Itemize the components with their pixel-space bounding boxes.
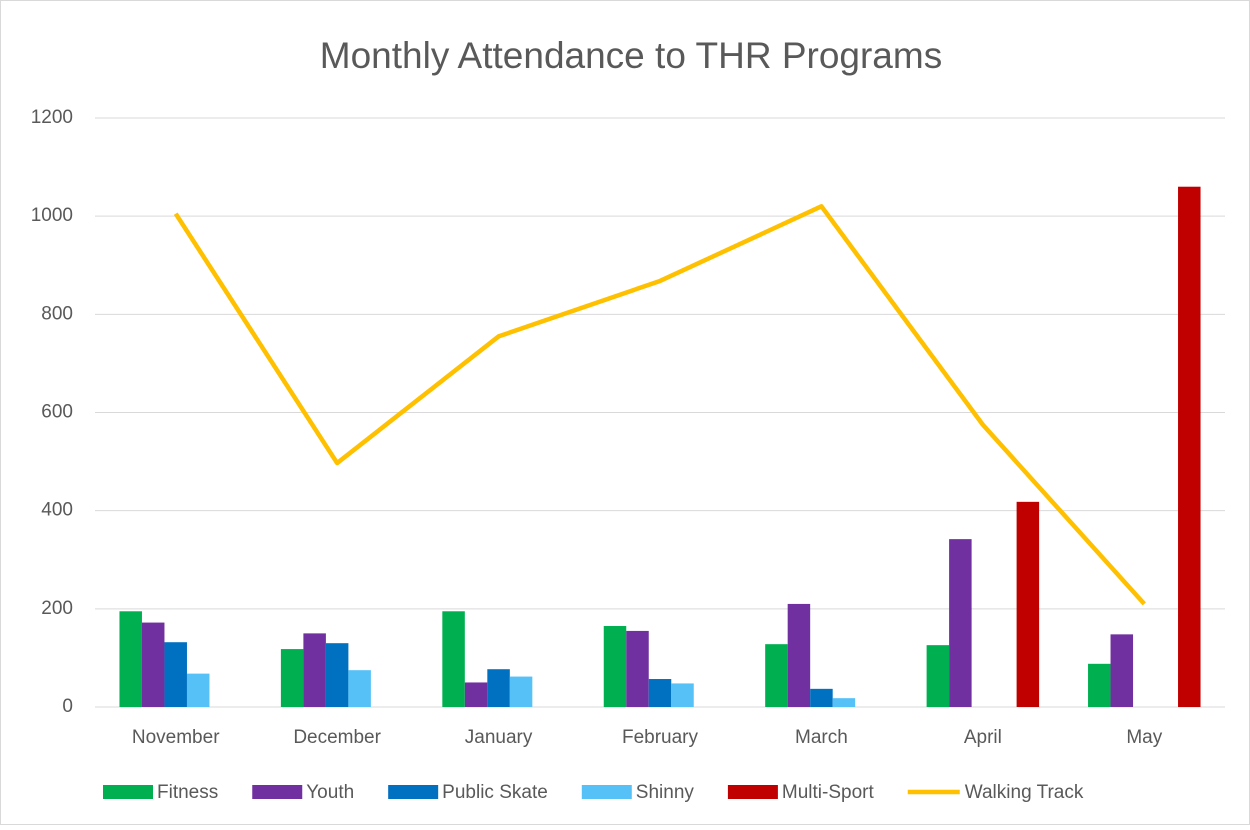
bar <box>1178 186 1201 707</box>
bar <box>186 673 210 707</box>
y-tick-label: 1200 <box>31 107 73 128</box>
legend-swatch <box>581 785 632 799</box>
bar <box>671 683 694 707</box>
bar <box>303 633 326 707</box>
y-tick-label: 0 <box>62 696 73 717</box>
bar <box>603 626 627 707</box>
legend-swatch <box>103 785 153 799</box>
bar <box>464 682 488 707</box>
bar <box>1088 663 1111 707</box>
bar <box>141 622 165 707</box>
y-tick-label: 400 <box>41 500 73 521</box>
legend-label: Public Skate <box>442 782 548 803</box>
x-tick-label: November <box>132 727 220 748</box>
bar <box>949 539 972 707</box>
bar <box>832 698 856 707</box>
y-tick-label: 200 <box>41 598 73 619</box>
bar <box>509 676 533 707</box>
x-tick-label: February <box>622 727 699 748</box>
x-tick-label: April <box>964 727 1002 748</box>
y-tick-label: 600 <box>41 402 73 423</box>
legend-label: Shinny <box>636 782 695 803</box>
bar <box>926 645 950 707</box>
legend-swatch <box>727 785 778 799</box>
bar <box>648 679 672 707</box>
bar <box>1110 634 1134 707</box>
legend-swatch <box>388 785 439 799</box>
y-tick-label: 800 <box>41 303 73 324</box>
x-tick-label: December <box>293 727 381 748</box>
chart-title: Monthly Attendance to THR Programs <box>320 35 942 76</box>
x-tick-label: March <box>795 727 848 748</box>
bar <box>1016 501 1040 707</box>
legend-label: Multi-Sport <box>782 782 875 803</box>
bar <box>280 649 304 707</box>
bar <box>765 644 788 707</box>
line <box>173 204 1146 606</box>
legend-label: Youth <box>306 782 354 803</box>
bar <box>164 642 187 707</box>
bar <box>325 643 349 707</box>
bar <box>119 611 142 707</box>
legend-label: Fitness <box>157 782 218 803</box>
x-tick-label: May <box>1126 727 1162 748</box>
bar <box>810 688 833 707</box>
bar <box>442 611 465 707</box>
bar <box>626 630 649 707</box>
legend-label: Walking Track <box>965 782 1084 803</box>
legend-swatch <box>252 785 303 799</box>
bar <box>487 669 510 707</box>
bar <box>348 670 371 707</box>
bar <box>787 603 811 707</box>
y-tick-label: 1000 <box>31 205 73 226</box>
x-tick-label: January <box>465 727 533 748</box>
